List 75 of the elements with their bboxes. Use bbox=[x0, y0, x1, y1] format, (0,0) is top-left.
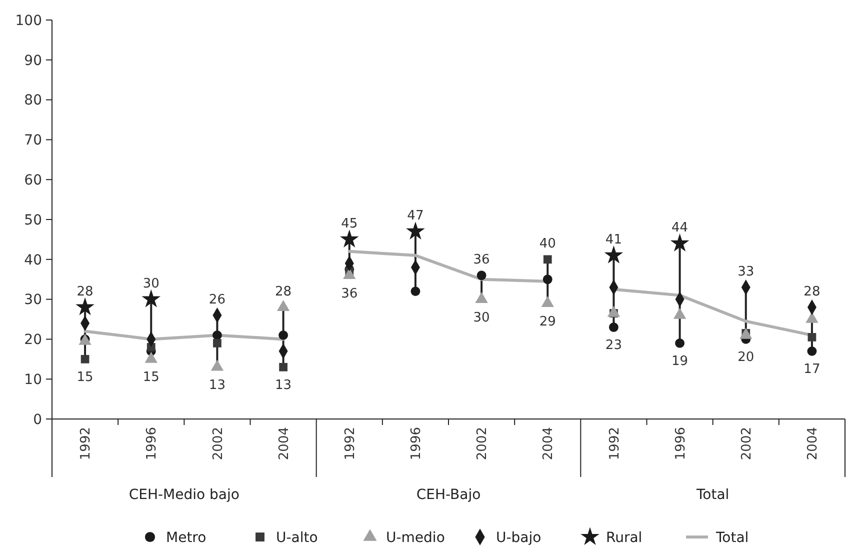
data-label: 15 bbox=[76, 370, 94, 386]
data-label: 19 bbox=[672, 354, 688, 370]
y-tick-label: 10 bbox=[24, 372, 42, 388]
data-label: 29 bbox=[539, 314, 556, 330]
data-label: 36 bbox=[473, 252, 490, 268]
data-label: 20 bbox=[738, 350, 754, 366]
legend-label: U-bajo bbox=[496, 530, 542, 546]
x-tick-label: 2002 bbox=[210, 427, 226, 460]
legend-label: U-medio bbox=[386, 530, 445, 546]
y-tick-label: 40 bbox=[24, 252, 42, 268]
x-tick-label: 1996 bbox=[144, 427, 160, 460]
data-label: 41 bbox=[605, 232, 622, 248]
data-label: 30 bbox=[142, 276, 160, 292]
y-tick-label: 30 bbox=[24, 292, 42, 308]
point bbox=[476, 270, 486, 280]
point bbox=[604, 246, 624, 264]
point bbox=[343, 268, 356, 280]
point bbox=[410, 286, 420, 296]
text: Total bbox=[695, 487, 730, 503]
data-label: 28 bbox=[275, 284, 292, 300]
x-tick-label: 1992 bbox=[607, 427, 622, 460]
legend-label: Metro bbox=[166, 530, 206, 546]
y-tick-label: 90 bbox=[24, 52, 42, 69]
point bbox=[279, 362, 288, 372]
y-tick-label: 70 bbox=[24, 132, 42, 149]
point bbox=[675, 338, 685, 348]
x-tick-label: 2004 bbox=[276, 427, 292, 460]
data-label: 40 bbox=[539, 236, 556, 252]
data-label: 45 bbox=[341, 216, 358, 232]
x-tick-label: 1996 bbox=[409, 427, 424, 460]
point bbox=[76, 297, 94, 316]
data-label: 13 bbox=[208, 378, 226, 394]
data-label: 15 bbox=[142, 370, 160, 386]
data-label: 44 bbox=[672, 220, 688, 236]
point bbox=[543, 255, 552, 264]
y-tick-label: 50 bbox=[24, 212, 42, 228]
x-tick-label: 2004 bbox=[806, 427, 821, 460]
data-label: 28 bbox=[804, 284, 820, 300]
x-tick-label: 1996 bbox=[673, 427, 688, 460]
x-tick-label: 1992 bbox=[78, 427, 94, 460]
text: CEH-Medio bajo bbox=[128, 487, 240, 503]
point bbox=[142, 289, 161, 308]
x-tick-label: 2004 bbox=[541, 427, 556, 460]
legend-label: Total bbox=[715, 530, 749, 546]
data-label: 17 bbox=[804, 362, 820, 378]
text: CEH-Bajo bbox=[416, 487, 481, 503]
point bbox=[808, 333, 816, 342]
point bbox=[670, 234, 690, 252]
data-label: 30 bbox=[473, 310, 490, 326]
point bbox=[542, 274, 552, 284]
x-tick-label: 1992 bbox=[342, 427, 358, 460]
point bbox=[213, 339, 222, 348]
legend-label: Rural bbox=[606, 530, 642, 546]
y-tick-label: 100 bbox=[15, 12, 42, 29]
point bbox=[278, 330, 288, 340]
data-label: 33 bbox=[738, 264, 754, 280]
x-tick-label: 2002 bbox=[475, 427, 490, 460]
point bbox=[608, 322, 618, 332]
point bbox=[212, 330, 222, 340]
y-tick-label: 80 bbox=[24, 92, 42, 109]
data-label: 23 bbox=[605, 338, 622, 354]
data-label: 26 bbox=[208, 292, 226, 308]
point bbox=[807, 346, 817, 356]
data-label: 13 bbox=[275, 378, 292, 394]
point bbox=[80, 354, 90, 364]
data-label: 28 bbox=[76, 284, 94, 300]
y-tick-label: 60 bbox=[24, 172, 42, 188]
point bbox=[340, 230, 359, 248]
legend-label: U-alto bbox=[276, 530, 318, 546]
data-label: 36 bbox=[341, 286, 358, 302]
data-label: 47 bbox=[407, 208, 424, 224]
point bbox=[406, 222, 425, 240]
y-tick-label: 0 bbox=[33, 412, 42, 428]
x-tick-label: 2002 bbox=[739, 427, 754, 460]
y-tick-label: 20 bbox=[24, 332, 42, 348]
